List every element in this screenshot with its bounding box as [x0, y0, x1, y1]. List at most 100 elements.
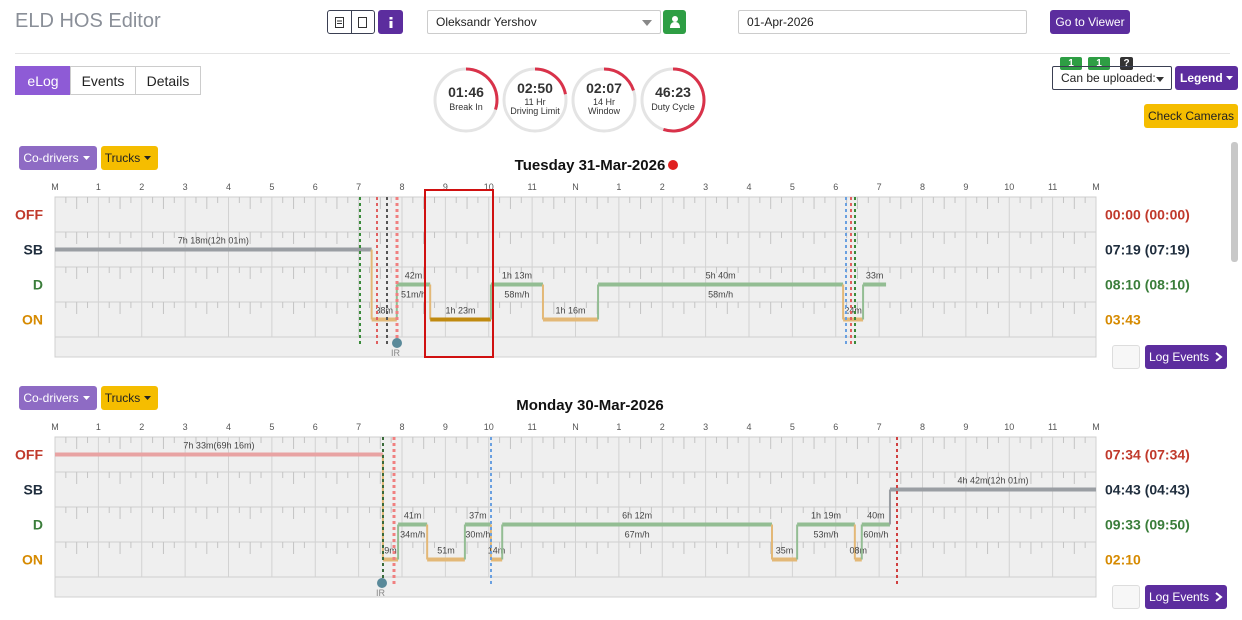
clock-label: Driving Limit: [510, 106, 560, 116]
hour-label: M: [1092, 422, 1100, 432]
clock-arc: [534, 67, 567, 95]
speed-label: 30m/h: [465, 530, 490, 540]
clock-arc: [465, 67, 499, 111]
hour-label: 7: [877, 422, 882, 432]
hour-label: 7: [877, 182, 882, 192]
segment-label: 08m: [850, 546, 868, 556]
highlight-box: [424, 189, 494, 358]
clock-arc: [603, 67, 635, 91]
hour-label: 8: [399, 182, 404, 192]
chevron: [1215, 592, 1223, 602]
hour-label: 3: [703, 182, 708, 192]
status-label: SB: [24, 482, 43, 498]
hour-label: 1: [616, 422, 621, 432]
caret: [82, 396, 90, 400]
hour-label: 7: [356, 422, 361, 432]
viewer-button-text: Go to Viewer: [1055, 15, 1125, 29]
info-button[interactable]: [378, 10, 403, 34]
codrivers-button[interactable]: Co-drivers: [19, 386, 97, 410]
ir-icon: [377, 578, 387, 588]
status-label: OFF: [15, 207, 43, 223]
hour-label: 11: [527, 422, 536, 432]
caret-shape: [144, 396, 152, 400]
note-icon-button[interactable]: [352, 11, 375, 33]
hour-label: 2: [139, 182, 144, 192]
speed-label: 53m/h: [813, 530, 838, 540]
segment-label: 38m: [375, 306, 393, 316]
hour-label: 4: [226, 182, 231, 192]
clock-time: 02:07: [586, 80, 622, 96]
status-label: ON: [22, 312, 43, 328]
hour-label: 4: [226, 422, 231, 432]
segment-label: 4h 42m(12h 01m): [957, 476, 1028, 486]
day-log: Co-drivers Trucks Monday 30-Mar-2026 M 1 2 3 4 5…: [0, 382, 1242, 618]
hour-label: 6: [833, 422, 838, 432]
hour-label: 3: [183, 422, 188, 432]
hour-label: 3: [703, 422, 708, 432]
trucks-button[interactable]: Trucks: [101, 386, 158, 410]
speed-label: 58m/h: [708, 290, 733, 300]
hour-label: M: [51, 182, 59, 192]
day-log: Co-drivers Trucks Tuesday 31-Mar-2026 M 1 2 3 4…: [0, 142, 1242, 378]
hour-label: 8: [399, 422, 404, 432]
caret: [82, 156, 90, 160]
segment-label: 9m: [384, 546, 397, 556]
note-icon: [358, 16, 368, 28]
trucks-button[interactable]: Trucks: [101, 146, 158, 170]
caret: [642, 20, 652, 26]
hour-label: 5: [790, 182, 795, 192]
comment-button[interactable]: [1112, 585, 1140, 609]
segment-label: 5h 40m: [706, 271, 736, 281]
log-events-button[interactable]: Log Events: [1145, 345, 1227, 369]
info-icon: [389, 16, 392, 28]
upload-select[interactable]: Can be uploaded:: [1052, 66, 1172, 90]
clock-label: Break In: [449, 102, 483, 112]
segment-label: 14m: [488, 546, 506, 556]
status-total: 07:19 (07:19): [1105, 242, 1190, 258]
hour-label: 2: [139, 422, 144, 432]
tab[interactable]: Details: [135, 66, 201, 95]
viewer-button[interactable]: Go to Viewer: [1050, 10, 1130, 34]
legend-button[interactable]: Legend: [1175, 66, 1238, 90]
segment-label: 35m: [776, 546, 794, 556]
date-input[interactable]: 01-Apr-2026: [738, 10, 1027, 34]
comment-button[interactable]: [1112, 345, 1140, 369]
driver-name: Oleksandr Yershov: [436, 15, 537, 29]
hour-label: 4: [746, 422, 751, 432]
chevron: [1215, 352, 1223, 362]
legend-button-text: Legend: [1179, 71, 1223, 85]
hour-label: N: [572, 422, 579, 432]
hour-label: 6: [833, 182, 838, 192]
caret: [1156, 77, 1164, 82]
clock-label: Duty Cycle: [651, 102, 695, 112]
cameras-button[interactable]: Check Cameras: [1144, 104, 1238, 128]
clock-time: 46:23: [655, 84, 691, 100]
hour-label: 10: [1004, 182, 1014, 192]
log-events-button[interactable]: Log Events: [1145, 585, 1227, 609]
hour-label: 10: [1004, 422, 1014, 432]
tab[interactable]: eLog: [15, 66, 71, 95]
status-total: 04:43 (04:43): [1105, 482, 1190, 498]
chevron-shape: [1215, 592, 1223, 602]
doc-icon-button[interactable]: [328, 11, 352, 33]
hour-label: 11: [527, 182, 536, 192]
codrivers-button[interactable]: Co-drivers: [19, 146, 97, 170]
status-total: 03:43: [1105, 312, 1141, 328]
trucks-button-text: Trucks: [104, 151, 141, 165]
marker-label: IR: [376, 588, 386, 598]
segment-label: 6h 12m: [622, 511, 652, 521]
hour-label: 9: [443, 182, 448, 192]
status-total: 07:34 (07:34): [1105, 447, 1190, 463]
tab[interactable]: Events: [70, 66, 136, 95]
day-title: Tuesday 31-Mar-2026: [515, 157, 666, 174]
upload-select-text: Can be uploaded:: [1061, 71, 1156, 85]
view-toggle[interactable]: [327, 10, 375, 34]
hour-label: N: [572, 182, 579, 192]
driver-button[interactable]: [663, 10, 686, 34]
scrollbar: [1231, 142, 1238, 262]
status-label: SB: [24, 242, 43, 258]
driver-select[interactable]: Oleksandr Yershov: [427, 10, 661, 34]
